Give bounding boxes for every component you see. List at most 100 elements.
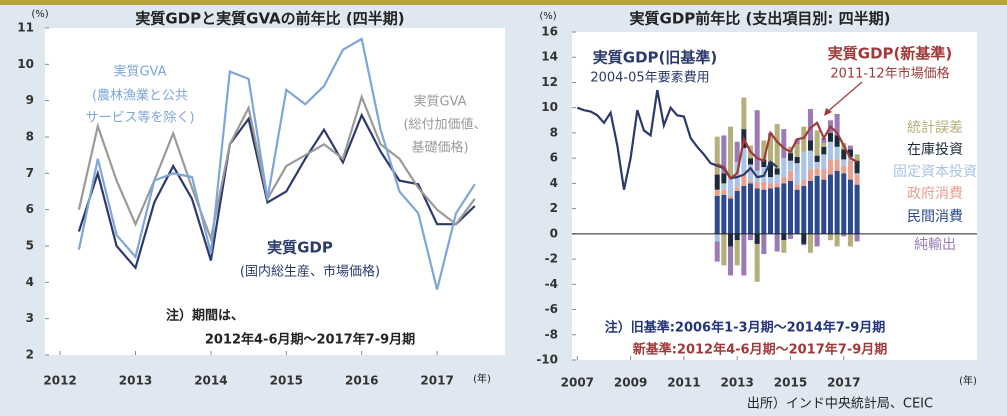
bar-segment bbox=[768, 161, 774, 178]
y-unit: (%) bbox=[539, 11, 556, 22]
bar-segment bbox=[794, 189, 800, 234]
bar-segment bbox=[807, 108, 813, 141]
source: 出所）インド中央統計局、CEIC bbox=[747, 396, 933, 412]
bar-segment bbox=[714, 196, 720, 234]
y-tick-label: 0 bbox=[550, 226, 558, 240]
bar-segment bbox=[827, 233, 833, 241]
y-tick-label: 6 bbox=[26, 202, 34, 216]
legend-label: 統計誤差 bbox=[907, 120, 963, 136]
note: 2012年4-6月期～2017年7-9月期 bbox=[205, 332, 415, 348]
bar-segment bbox=[714, 136, 720, 175]
series-line bbox=[77, 93, 476, 243]
y-tick-label: 10 bbox=[541, 100, 558, 114]
bar-segment bbox=[721, 183, 727, 190]
note: 注）旧基準:2006年1-3月期～2014年7-9月期 bbox=[605, 320, 886, 336]
y-tick-label: 6 bbox=[550, 151, 558, 165]
arrow bbox=[825, 81, 863, 114]
series-note: (国内総生産、市場価格) bbox=[240, 264, 380, 280]
bar-segment bbox=[774, 233, 780, 252]
bar-segment bbox=[768, 188, 774, 234]
right-plot-area bbox=[572, 32, 977, 360]
bar-segment bbox=[834, 114, 840, 136]
bar-segment bbox=[721, 194, 727, 234]
bar-segment bbox=[854, 154, 860, 161]
bar-segment bbox=[761, 140, 767, 160]
y-unit: (%) bbox=[31, 9, 48, 20]
bar-segment bbox=[721, 173, 727, 184]
bar-segment bbox=[807, 180, 813, 234]
y-tick-label: -6 bbox=[545, 302, 558, 316]
series-line bbox=[77, 112, 476, 271]
bar-segment bbox=[834, 159, 840, 171]
x-tick-label: 2009 bbox=[614, 376, 647, 390]
bar-segment bbox=[807, 150, 813, 170]
bar-segment bbox=[761, 233, 767, 255]
series-label: 実質GDP(新基準) bbox=[828, 45, 952, 63]
series-note: サービス等を除く) bbox=[85, 110, 194, 126]
y-tick-label: 2 bbox=[26, 348, 34, 362]
bar-segment bbox=[728, 198, 734, 234]
bar-segment bbox=[821, 146, 827, 155]
bar-segment bbox=[748, 180, 754, 184]
bar-segment bbox=[748, 164, 754, 181]
bar-segment bbox=[814, 161, 820, 169]
bar-segment bbox=[801, 233, 807, 244]
bar-segment bbox=[801, 243, 807, 246]
x-tick-label: 2015 bbox=[270, 374, 303, 388]
bar-segment bbox=[781, 177, 787, 184]
bar-segment bbox=[774, 183, 780, 188]
y-tick-label: 8 bbox=[26, 130, 34, 144]
bar-segment bbox=[741, 148, 747, 174]
bar-segment bbox=[814, 233, 820, 247]
bar-segment bbox=[728, 126, 734, 178]
x-tick-label: 2017 bbox=[420, 374, 453, 388]
bar-segment bbox=[768, 183, 774, 189]
y-tick-label: -4 bbox=[545, 277, 558, 291]
bar-segment bbox=[794, 139, 800, 145]
bar-segment bbox=[854, 160, 860, 174]
bar-segment bbox=[814, 155, 820, 162]
bar-segment bbox=[761, 182, 767, 190]
bar-segment bbox=[748, 233, 754, 241]
bar-segment bbox=[801, 185, 807, 234]
legend-label: 純輸出 bbox=[914, 237, 956, 253]
chart-title: 実質GDPと実質GVAの前年比 (四半期) bbox=[135, 10, 404, 28]
bar-segment bbox=[821, 179, 827, 234]
bar-segment bbox=[841, 165, 847, 174]
bar-segment bbox=[761, 159, 767, 167]
bar-segment bbox=[754, 188, 760, 234]
bar-segment bbox=[734, 233, 740, 241]
series-label: 実質GDP(旧基準) bbox=[593, 49, 717, 67]
bar-segment bbox=[827, 159, 833, 175]
bar-segment bbox=[834, 170, 840, 234]
y-tick-label: 5 bbox=[26, 239, 34, 253]
series-note: 2004-05年要素費用 bbox=[590, 71, 709, 86]
bar-segment bbox=[748, 158, 754, 165]
bar-segment bbox=[801, 151, 807, 180]
bar-segment bbox=[821, 137, 827, 144]
legend-label: 固定資本投資 bbox=[893, 164, 977, 180]
series-line bbox=[77, 37, 476, 290]
bar-segment bbox=[774, 124, 780, 169]
bar-segment bbox=[821, 169, 827, 180]
bar-segment bbox=[787, 233, 793, 239]
x-tick-label: 2014 bbox=[194, 374, 227, 388]
bar-segment bbox=[714, 241, 720, 262]
bar-segment bbox=[714, 174, 720, 190]
bar-segment bbox=[787, 170, 793, 181]
y-tick-label: 9 bbox=[26, 93, 34, 107]
bar-segment bbox=[721, 135, 727, 174]
x-tick-label: 2012 bbox=[43, 374, 76, 388]
x-unit: (年) bbox=[959, 374, 977, 387]
x-tick-label: 2015 bbox=[774, 376, 807, 390]
bar-segment bbox=[814, 130, 820, 156]
bar-segment bbox=[854, 233, 860, 242]
top-stripe bbox=[0, 0, 1007, 5]
bar-segment bbox=[768, 136, 774, 162]
y-tick-label: 12 bbox=[541, 75, 558, 89]
bar-segment bbox=[721, 233, 727, 266]
bar-segment bbox=[774, 187, 780, 234]
bar-segment bbox=[781, 158, 787, 178]
x-tick-label: 2017 bbox=[827, 376, 860, 390]
